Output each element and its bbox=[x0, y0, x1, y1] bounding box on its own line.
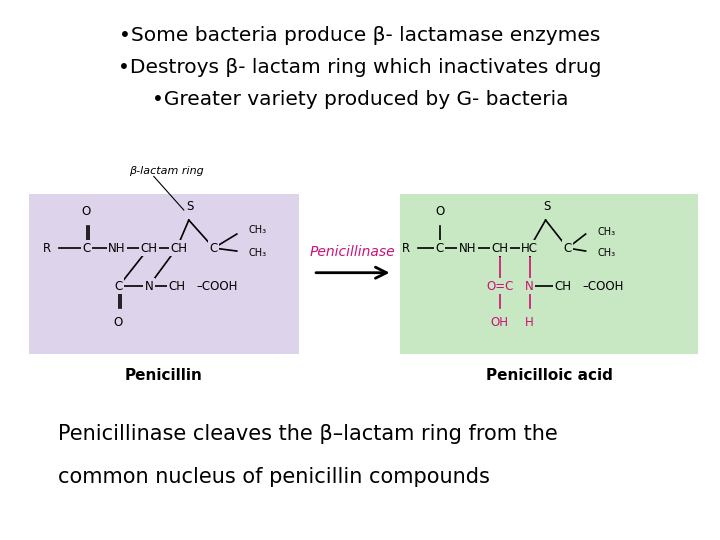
Text: Penicillinase cleaves the β–lactam ring from the: Penicillinase cleaves the β–lactam ring … bbox=[58, 424, 557, 444]
Text: S: S bbox=[543, 200, 550, 213]
Text: NH: NH bbox=[108, 241, 125, 254]
Bar bbox=[400, 194, 698, 354]
Text: Penicillin: Penicillin bbox=[125, 368, 203, 383]
Text: common nucleus of penicillin compounds: common nucleus of penicillin compounds bbox=[58, 467, 490, 487]
Text: HC: HC bbox=[521, 241, 538, 254]
Text: –COOH: –COOH bbox=[582, 280, 624, 293]
Text: CH₃: CH₃ bbox=[249, 225, 267, 235]
Text: NH: NH bbox=[459, 241, 477, 254]
Text: •Destroys β- lactam ring which inactivates drug: •Destroys β- lactam ring which inactivat… bbox=[118, 58, 602, 77]
Text: –COOH: –COOH bbox=[197, 280, 238, 293]
Text: CH: CH bbox=[554, 280, 571, 293]
Bar bbox=[29, 194, 299, 354]
Text: •Some bacteria produce β- lactamase enzymes: •Some bacteria produce β- lactamase enzy… bbox=[120, 25, 600, 45]
Text: R: R bbox=[42, 241, 51, 254]
Text: CH: CH bbox=[171, 241, 187, 254]
Text: N: N bbox=[145, 280, 153, 293]
Text: CH₃: CH₃ bbox=[598, 248, 616, 258]
Text: CH: CH bbox=[168, 280, 185, 293]
Text: CH₃: CH₃ bbox=[598, 227, 616, 237]
Text: •Greater variety produced by G- bacteria: •Greater variety produced by G- bacteria bbox=[152, 90, 568, 110]
Text: S: S bbox=[186, 200, 194, 213]
Text: C: C bbox=[114, 280, 123, 293]
Text: R: R bbox=[402, 241, 410, 254]
Text: β-lactam ring: β-lactam ring bbox=[129, 166, 204, 177]
Text: CH₃: CH₃ bbox=[249, 248, 267, 258]
Text: C: C bbox=[436, 241, 444, 254]
Text: O: O bbox=[113, 316, 122, 329]
Text: C: C bbox=[210, 241, 218, 254]
Text: H: H bbox=[525, 316, 534, 329]
Text: O=C: O=C bbox=[486, 280, 513, 293]
Text: O: O bbox=[81, 205, 91, 218]
Text: Penicilloic acid: Penicilloic acid bbox=[485, 368, 613, 383]
Text: CH: CH bbox=[491, 241, 508, 254]
Text: O: O bbox=[435, 205, 444, 218]
Text: CH: CH bbox=[140, 241, 157, 254]
Text: N: N bbox=[525, 280, 534, 293]
Text: Penicillinase: Penicillinase bbox=[310, 245, 395, 259]
Text: OH: OH bbox=[490, 316, 508, 329]
Text: C: C bbox=[83, 241, 91, 254]
Text: C: C bbox=[564, 241, 572, 254]
